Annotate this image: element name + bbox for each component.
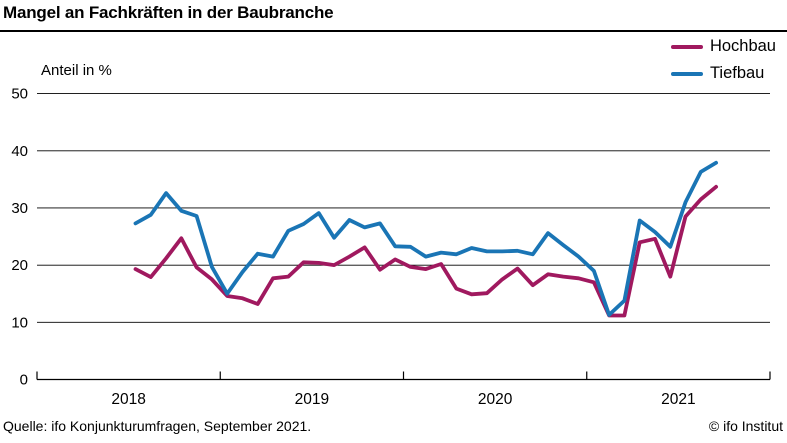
legend-item-tiefbau: Tiefbau — [670, 60, 776, 87]
y-axis-unit-label: Anteil in % — [41, 62, 112, 79]
y-tick-label: 0 — [20, 372, 28, 389]
y-tick-label: 10 — [11, 314, 28, 331]
series-line-hochbau — [133, 184, 718, 318]
credit-text: © ifo Institut — [708, 418, 783, 434]
source-text: Quelle: ifo Konjunkturumfragen, Septembe… — [3, 418, 312, 434]
legend-swatch-hochbau — [670, 44, 703, 49]
year-label: 2018 — [111, 391, 145, 408]
y-tick-label: 40 — [11, 143, 28, 160]
y-tick-label: 30 — [11, 200, 28, 217]
year-label: 2019 — [295, 391, 329, 408]
legend-label-tiefbau: Tiefbau — [709, 64, 765, 82]
year-label: 2021 — [661, 391, 695, 408]
legend: Hochbau Tiefbau — [670, 33, 776, 87]
y-tick-label: 50 — [11, 86, 28, 103]
y-tick-label: 20 — [11, 257, 28, 274]
page-title: Mangel an Fachkräften in der Baubranche — [3, 3, 334, 22]
series-line-tiefbau — [133, 160, 718, 317]
legend-label-hochbau: Hochbau — [709, 37, 776, 55]
footer: Quelle: ifo Konjunkturumfragen, Septembe… — [3, 418, 783, 434]
year-label: 2020 — [478, 391, 513, 408]
legend-swatch-tiefbau — [670, 71, 703, 76]
title-rule — [0, 30, 787, 32]
legend-item-hochbau: Hochbau — [670, 33, 776, 60]
